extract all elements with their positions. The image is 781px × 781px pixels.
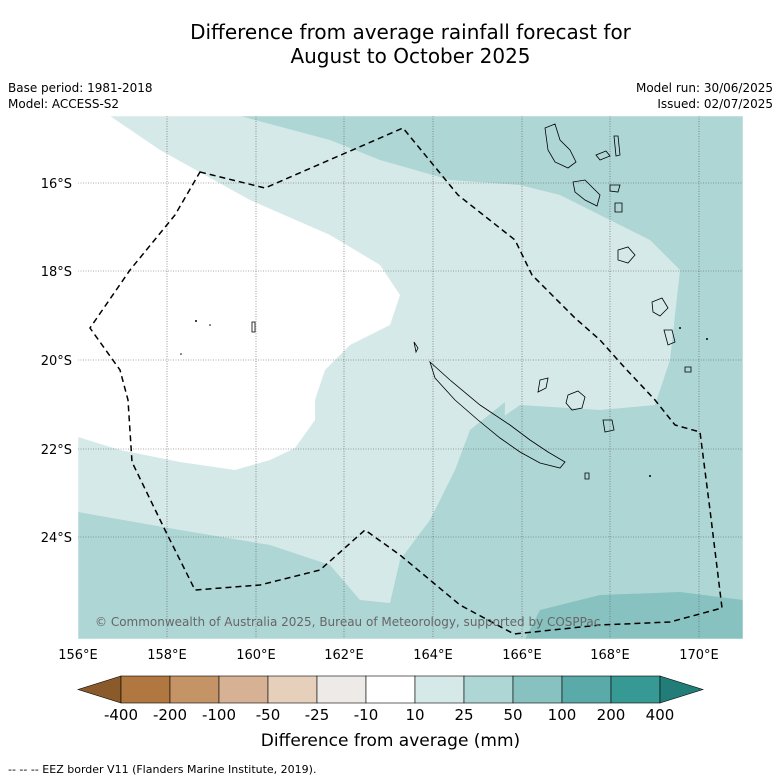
colorbar-tick-label: -10: [354, 706, 379, 724]
colorbar-swatch: [316, 675, 367, 704]
island-reef-1: [195, 320, 197, 322]
island-chesterfield: [251, 321, 256, 333]
island-tanna: [663, 329, 676, 346]
island-futuna: [679, 327, 681, 329]
lon-label: 160°E: [236, 648, 276, 663]
island-ambae: [595, 150, 611, 161]
colorbar-swatch: [610, 675, 661, 704]
gridlines: [78, 116, 743, 639]
island-walpole: [584, 472, 590, 480]
region-25-50-south: [78, 402, 505, 639]
island-belep: [413, 341, 419, 354]
colorbar-tick-label: 50: [503, 706, 522, 724]
colorbar-swatch: [169, 675, 220, 704]
island-epi: [614, 202, 623, 213]
island-reef-3: [180, 353, 182, 355]
island-malekula: [572, 179, 601, 207]
colorbar-tick-label: 400: [646, 706, 675, 724]
colorbar-swatch: [463, 675, 514, 704]
lon-label: 162°E: [324, 648, 364, 663]
model-name: Model: ACCESS-S2: [8, 97, 120, 111]
copyright-text: © Commonwealth of Australia 2025, Bureau…: [95, 615, 600, 629]
lat-axis: 16°S 18°S 20°S 22°S 24°S: [41, 177, 72, 546]
lat-label: 18°S: [41, 265, 72, 280]
meta-left: Base period: 1981-2018 Model: ACCESS-S2: [8, 80, 153, 112]
lon-axis: 156°E 158°E 160°E 162°E 164°E 166°E 168°…: [58, 648, 719, 663]
colorbar-swatch: [365, 675, 416, 704]
colorbar-tick-label: -50: [256, 706, 281, 724]
title-line-1: Difference from average rainfall forecas…: [190, 20, 631, 44]
island-erromango: [651, 297, 669, 317]
colorbar-swatch: [120, 675, 171, 704]
colorbar-label: Difference from average (mm): [260, 731, 521, 751]
island-hunter: [706, 338, 708, 340]
lon-label: 170°E: [679, 648, 719, 663]
island-new-caledonia: [429, 360, 566, 469]
colorbar-tick-label: 10: [405, 706, 424, 724]
eez-border: [89, 127, 723, 635]
model-run: Model run: 30/06/2025: [635, 81, 773, 95]
region-neutral: [78, 116, 400, 470]
lat-label: 22°S: [41, 443, 72, 458]
title-line-2: August to October 2025: [290, 44, 531, 68]
meta-right: Model run: 30/06/2025 Issued: 02/07/2025: [636, 80, 773, 112]
colorbar-tick-label: -200: [153, 706, 187, 724]
lon-label: 156°E: [58, 648, 98, 663]
lon-label: 166°E: [502, 648, 542, 663]
colorbar-swatch: [512, 675, 563, 704]
island-lifou: [565, 390, 586, 411]
island-mare: [602, 419, 615, 433]
colorbar-swatch: [267, 675, 318, 704]
island-matthew: [649, 475, 651, 477]
island-efate: [617, 246, 636, 264]
base-period: Base period: 1981-2018: [8, 81, 153, 95]
colorbar-tick-label: 25: [454, 706, 473, 724]
colorbar-tick-label: 200: [597, 706, 626, 724]
map-title: Difference from average rainfall forecas…: [0, 20, 781, 68]
colorbar: -400 -200 -100 -50 -25 -10 10 25 50 100 200 400: [76, 675, 705, 724]
eez-legend-text: -- -- -- EEZ border V11 (Flanders Marine…: [8, 763, 317, 776]
colorbar-swatch: [561, 675, 612, 704]
island-ambrym: [609, 184, 621, 193]
colorbar-tick-label: 100: [548, 706, 577, 724]
lat-label: 20°S: [41, 354, 72, 369]
colorbar-tick-label: -25: [305, 706, 330, 724]
issued-date: Issued: 02/07/2025: [657, 97, 773, 111]
colorbar-swatch: [414, 675, 465, 704]
colorbar-extend-low: [76, 675, 122, 704]
colorbar-extend-high: [659, 675, 705, 704]
lon-label: 168°E: [590, 648, 630, 663]
lat-label: 24°S: [41, 531, 72, 546]
colorbar-tick-label: -100: [202, 706, 236, 724]
lon-label: 164°E: [413, 648, 453, 663]
lat-label: 16°S: [41, 177, 72, 192]
island-ouvea: [537, 377, 549, 393]
region-25-50-north: [240, 116, 743, 639]
map-area: © Commonwealth of Australia 2025, Bureau…: [78, 116, 743, 639]
lon-label: 158°E: [147, 648, 187, 663]
island-aneityum: [684, 366, 692, 373]
island-maewo: [613, 135, 621, 157]
colorbar-swatch: [218, 675, 269, 704]
island-espiritu-santo: [544, 123, 577, 169]
island-reef-2: [209, 324, 211, 326]
colorbar-tick-label: -400: [104, 706, 138, 724]
